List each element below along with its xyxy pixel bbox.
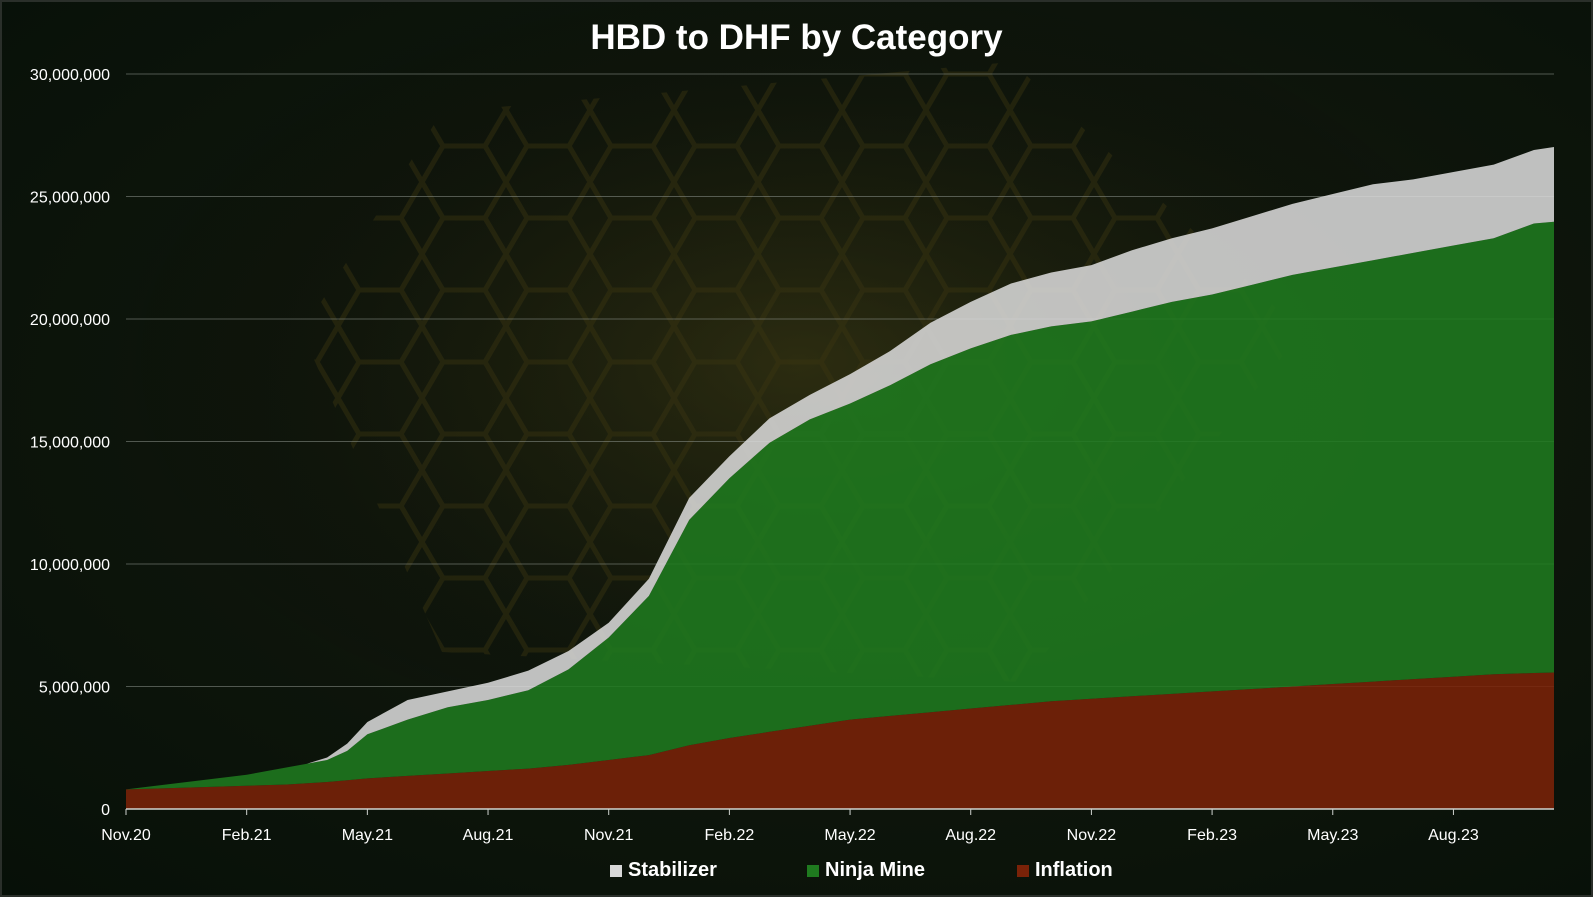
area-stabilizer	[126, 147, 1554, 790]
x-tick-label: Feb.23	[1187, 827, 1237, 844]
y-tick-label: 15,000,000	[30, 435, 110, 452]
chart-title: HBD to DHF by Category	[590, 18, 1003, 57]
y-tick-label: 20,000,000	[30, 312, 110, 329]
legend-item-stabilizer: Stabilizer	[610, 859, 717, 882]
area-ninja-mine	[126, 221, 1554, 790]
legend-label-ninja-mine: Ninja Mine	[825, 859, 926, 881]
x-tick-label: May.23	[1307, 827, 1358, 844]
legend-label-inflation: Inflation	[1035, 859, 1113, 881]
stacked-areas	[126, 147, 1554, 809]
x-tick-label: May.22	[824, 827, 875, 844]
x-tick-label: Feb.21	[222, 827, 272, 844]
legend-swatch-inflation	[1017, 864, 1029, 877]
x-tick-label: Aug.22	[945, 827, 996, 844]
x-tick-label: Nov.22	[1067, 827, 1117, 844]
legend-item-ninja-mine: Ninja Mine	[807, 859, 925, 882]
x-tick-label: Aug.21	[463, 827, 514, 844]
axes: 0 5,000,000 10,000,000 15,000,000 20,000,000…	[30, 67, 1554, 844]
x-tick-label: Nov.21	[584, 827, 634, 844]
legend-label-stabilizer: Stabilizer	[628, 859, 717, 881]
legend-swatch-ninja-mine	[807, 864, 819, 877]
x-tick-label: Nov.20	[101, 827, 151, 844]
area-inflation	[126, 672, 1554, 809]
y-tick-label: 30,000,000	[30, 67, 110, 84]
y-tick-label: 0	[101, 802, 110, 819]
legend-item-inflation: Inflation	[1017, 859, 1113, 882]
y-tick-label: 10,000,000	[30, 557, 110, 574]
x-tick-label: Feb.22	[704, 827, 754, 844]
legend: Stabilizer Ninja Mine Inflation	[2, 859, 1591, 885]
legend-swatch-stabilizer	[610, 864, 622, 877]
y-tick-label: 25,000,000	[30, 190, 110, 207]
y-tick-label: 5,000,000	[39, 680, 110, 697]
x-tick-label: May.21	[342, 827, 393, 844]
x-tick-label: Aug.23	[1428, 827, 1479, 844]
